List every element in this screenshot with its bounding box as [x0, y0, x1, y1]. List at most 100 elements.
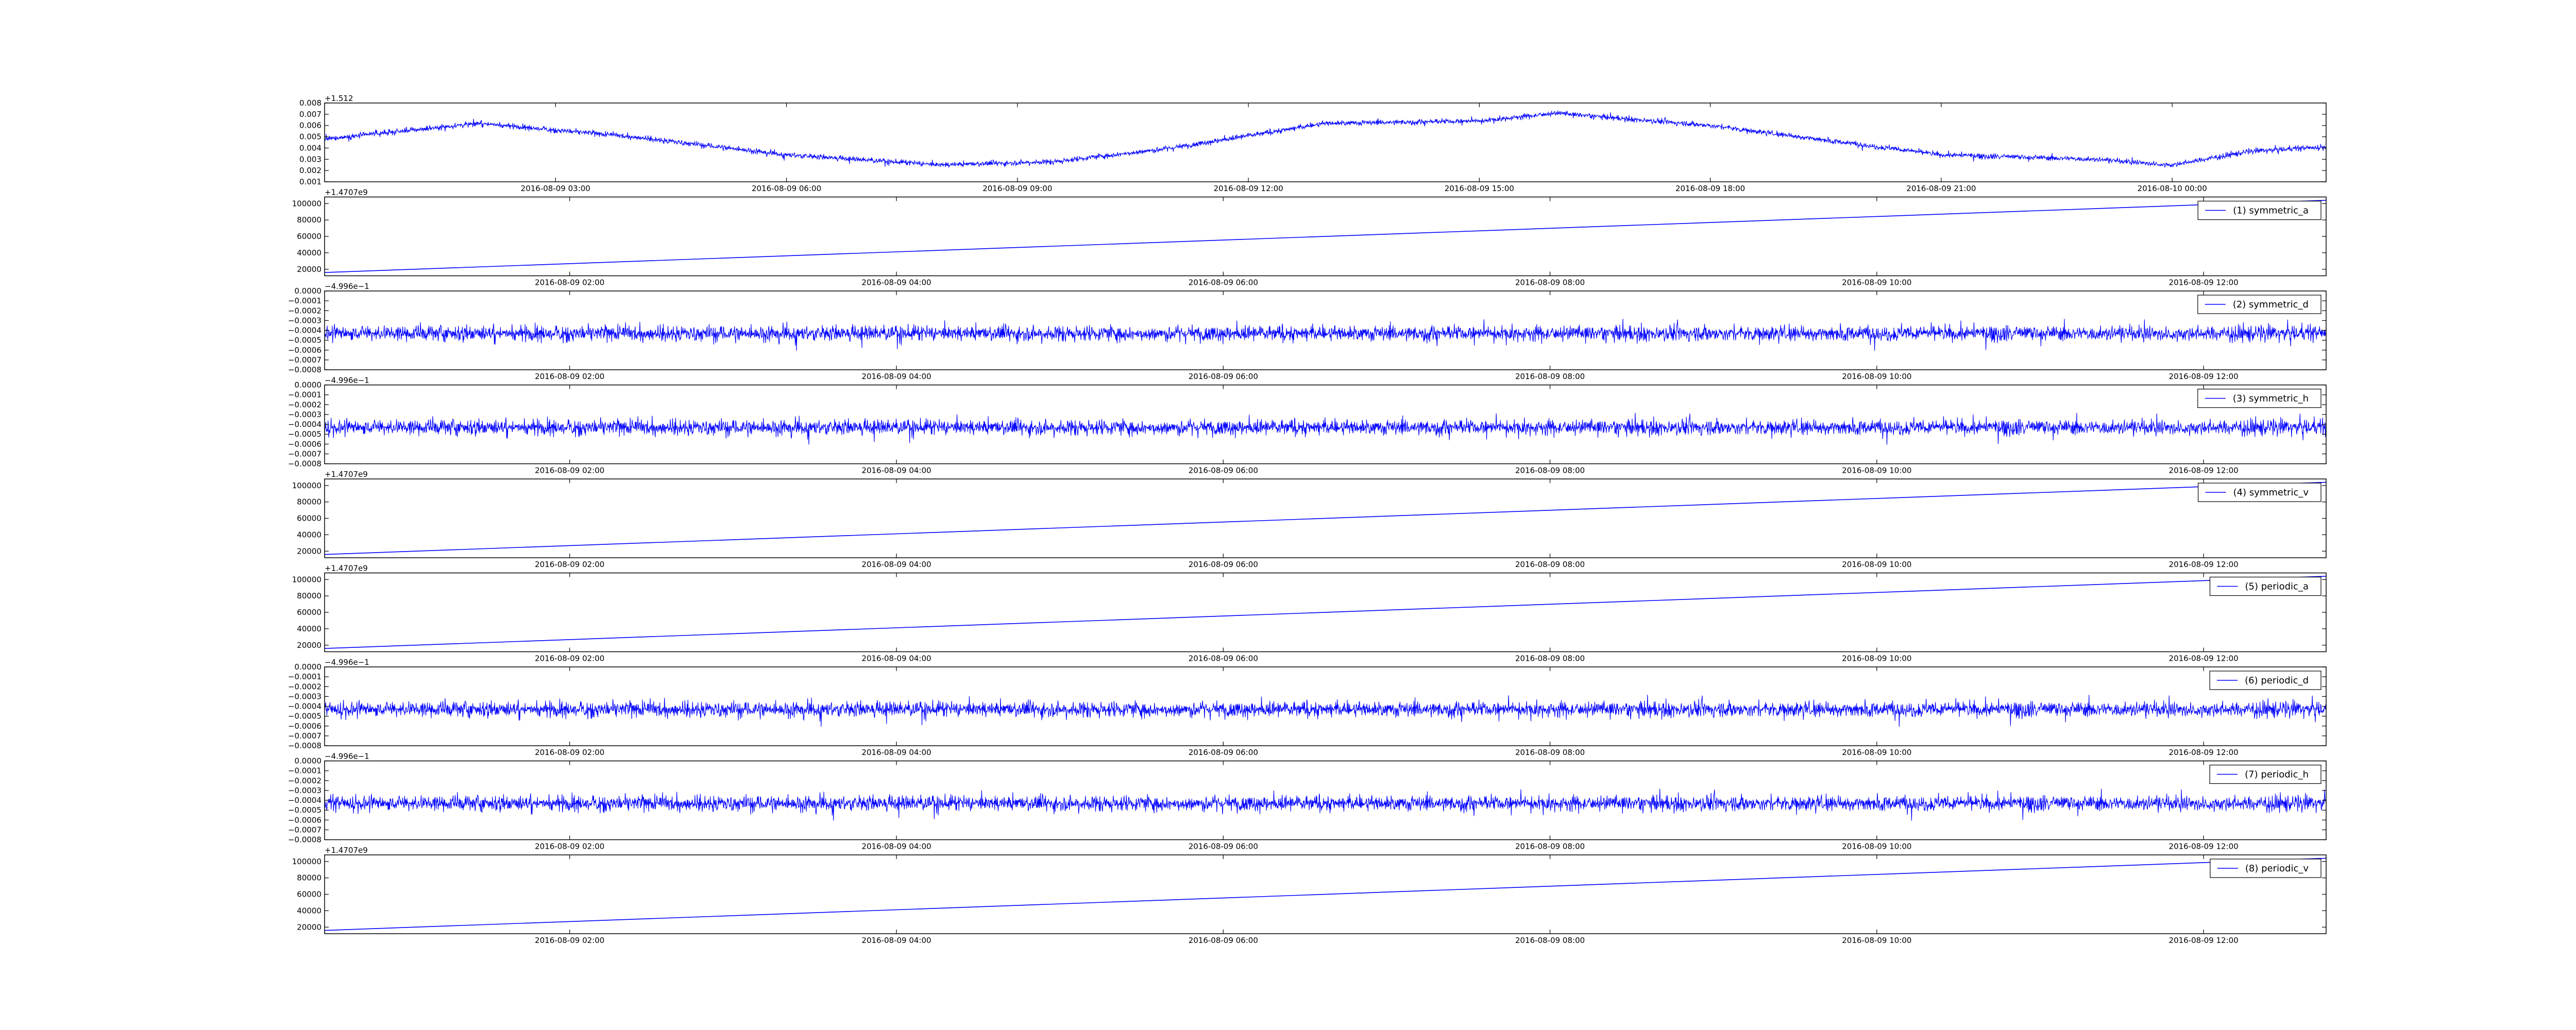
y-tick-label: −0.0006: [288, 815, 321, 825]
y-tick-label: 0.006: [299, 121, 321, 130]
x-tick-label: 2016-08-09 04:00: [861, 842, 931, 851]
y-tick-label: 40000: [297, 248, 321, 258]
legend-label: (2) symmetric_d: [2233, 299, 2309, 310]
legend-box: [2197, 483, 2321, 502]
y-tick-label: −0.0004: [288, 420, 321, 429]
x-tick-label: 2016-08-09 08:00: [1515, 466, 1585, 475]
y-tick-label: −0.0007: [288, 355, 321, 365]
y-tick-label: 100000: [292, 575, 321, 584]
x-tick-label: 2016-08-09 10:00: [1842, 278, 1911, 287]
x-tick-label: 2016-08-09 10:00: [1842, 654, 1911, 663]
series-line-7-1: [325, 695, 2326, 727]
legend: (6) periodic_d: [2209, 671, 2321, 690]
x-tick-label: 2016-08-09 02:00: [535, 748, 604, 757]
panel-6: 2016-08-09 02:00 2016-08-09 04:00 2016-08-…: [292, 564, 2327, 663]
x-tick-label: 2016-08-09 12:00: [2169, 748, 2239, 757]
y-tick-label: −0.0005: [288, 336, 321, 345]
y-tick-label: 100000: [292, 857, 321, 866]
offset-text: −4.996e−1: [325, 376, 369, 385]
x-tick-label: 2016-08-09 12:00: [2169, 936, 2239, 945]
x-tick-label: 2016-08-09 04:00: [861, 936, 931, 945]
y-tick-label: 80000: [297, 873, 321, 883]
y-tick-label: −0.0004: [288, 796, 321, 805]
x-tick-label: 2016-08-09 06:00: [1189, 278, 1258, 287]
y-tick-label: 0.0000: [295, 286, 322, 296]
legend: (4) symmetric_v: [2197, 483, 2321, 502]
x-tick-label: 2016-08-09 15:00: [1445, 184, 1514, 193]
x-tick-label: 2016-08-09 12:00: [2169, 466, 2239, 475]
panel-7: 2016-08-09 02:00 2016-08-09 04:00 2016-08-…: [288, 658, 2327, 757]
panel-4: 2016-08-09 02:00 2016-08-09 04:00 2016-08-…: [288, 376, 2327, 475]
y-tick-label: −0.0001: [288, 390, 321, 400]
legend-label: (7) periodic_h: [2245, 769, 2309, 780]
legend-label: (8) periodic_v: [2245, 863, 2309, 874]
y-tick-label: −0.0002: [288, 400, 321, 409]
x-tick-label: 2016-08-09 08:00: [1515, 842, 1585, 851]
y-tick-label: 80000: [297, 497, 321, 507]
x-tick-label: 2016-08-09 02:00: [535, 560, 604, 569]
y-tick-label: −0.0008: [288, 835, 321, 845]
x-tick-label: 2016-08-09 06:00: [1189, 748, 1258, 757]
x-tick-label: 2016-08-09 08:00: [1515, 936, 1585, 945]
x-tick-label: 2016-08-09 12:00: [2169, 560, 2239, 569]
x-tick-label: 2016-08-09 02:00: [535, 372, 604, 381]
y-tick-label: 40000: [297, 530, 321, 539]
x-tick-label: 2016-08-09 04:00: [861, 466, 931, 475]
y-tick-label: −0.0007: [288, 731, 321, 741]
offset-text: +1.4707e9: [325, 470, 368, 479]
y-tick-label: −0.0007: [288, 449, 321, 458]
axes-frame: [324, 102, 2327, 182]
panel-1: 2016-08-09 03:00 2016-08-09 06:00 2016-08-…: [299, 94, 2327, 193]
y-tick-label: −0.0008: [288, 459, 321, 469]
legend: (3) symmetric_h: [2197, 388, 2321, 408]
x-tick-label: 2016-08-09 08:00: [1515, 748, 1585, 757]
y-tick-label: −0.0005: [288, 805, 321, 815]
offset-text: +1.512: [325, 94, 353, 103]
y-tick-label: 100000: [292, 481, 321, 490]
x-tick-label: 2016-08-09 21:00: [1906, 184, 1976, 193]
x-tick-label: 2016-08-09 08:00: [1515, 372, 1585, 381]
x-tick-label: 2016-08-09 06:00: [1189, 560, 1258, 569]
offset-text: +1.4707e9: [325, 564, 368, 573]
y-tick-label: 40000: [297, 906, 321, 915]
y-tick-label: −0.0003: [288, 692, 321, 701]
y-tick-label: 60000: [297, 232, 321, 241]
x-tick-label: 2016-08-09 04:00: [861, 278, 931, 287]
x-tick-label: 2016-08-09 04:00: [861, 654, 931, 663]
x-tick-label: 2016-08-09 12:00: [1213, 184, 1283, 193]
y-tick-label: 0.003: [299, 154, 321, 164]
legend-label: (4) symmetric_v: [2233, 487, 2309, 498]
y-tick-label: −0.0008: [288, 365, 321, 374]
x-tick-label: 2016-08-09 06:00: [1189, 372, 1258, 381]
y-tick-label: 0.004: [299, 143, 321, 152]
x-tick-label: 2016-08-09 12:00: [2169, 278, 2239, 287]
y-tick-label: 60000: [297, 514, 321, 523]
y-tick-label: 0.0000: [295, 757, 322, 766]
x-tick-label: 2016-08-09 10:00: [1842, 748, 1911, 757]
y-tick-label: 0.007: [299, 110, 321, 119]
panel-9: 2016-08-09 02:00 2016-08-09 04:00 2016-08-…: [292, 846, 2327, 945]
x-tick-label: 2016-08-09 04:00: [861, 560, 931, 569]
x-tick-label: 2016-08-09 06:00: [1189, 466, 1258, 475]
y-tick-label: 60000: [297, 608, 321, 617]
offset-text: +1.4707e9: [325, 188, 368, 197]
y-tick-label: 0.0000: [295, 662, 322, 672]
y-tick-label: −0.0001: [288, 296, 321, 305]
y-tick-label: 80000: [297, 215, 321, 225]
legend: (7) periodic_h: [2209, 764, 2321, 784]
x-tick-label: 2016-08-09 06:00: [752, 184, 821, 193]
legend-label: (6) periodic_d: [2245, 675, 2309, 686]
y-tick-label: −0.0006: [288, 439, 321, 449]
y-tick-label: −0.0005: [288, 430, 321, 439]
x-tick-label: 2016-08-09 10:00: [1842, 560, 1911, 569]
x-tick-label: 2016-08-10 00:00: [2138, 184, 2207, 193]
y-tick-label: 0.002: [299, 166, 321, 175]
offset-text: +1.4707e9: [325, 846, 368, 855]
x-tick-label: 2016-08-09 06:00: [1189, 842, 1258, 851]
y-tick-label: −0.0006: [288, 722, 321, 731]
series-line-3-1: [325, 319, 2326, 351]
x-tick-label: 2016-08-09 12:00: [2169, 654, 2239, 663]
y-tick-label: −0.0002: [288, 306, 321, 315]
y-tick-label: −0.0007: [288, 825, 321, 834]
